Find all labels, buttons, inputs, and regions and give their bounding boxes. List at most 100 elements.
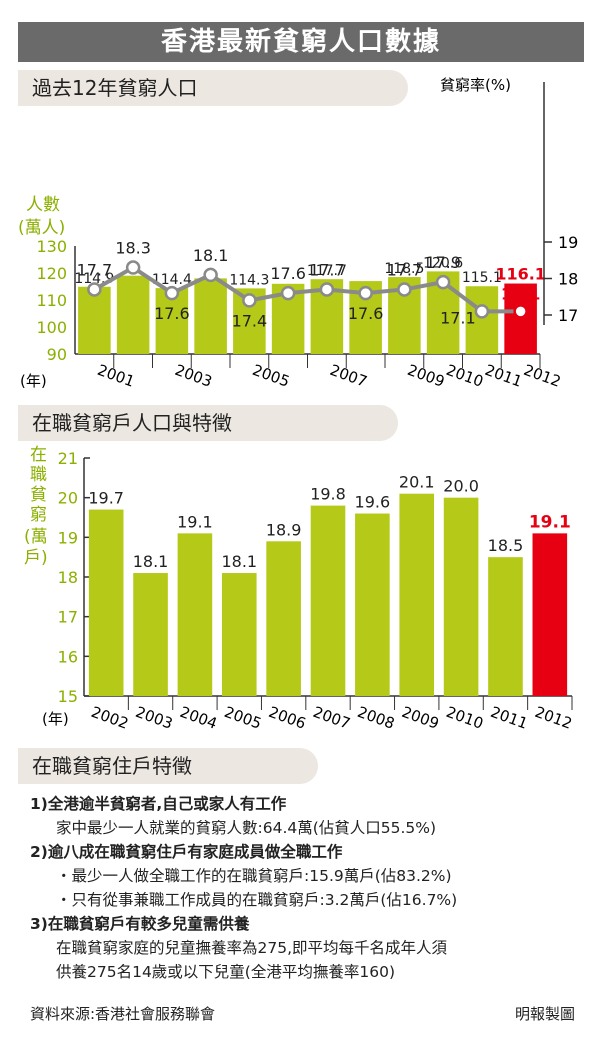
households-tick-label: 18 — [58, 568, 78, 587]
rate-data-label: 17.7 — [77, 260, 113, 279]
count-tick-label: 130 — [36, 237, 67, 256]
households-tick-label: 19 — [58, 528, 78, 547]
households-data-label: 19.7 — [88, 489, 124, 508]
year-tick-label: 2006 — [266, 703, 308, 733]
rate-data-label: 17.7 — [309, 260, 345, 279]
count-bar — [194, 278, 227, 354]
households-tick-label: 15 — [58, 687, 78, 706]
year-tick-label: 2010 — [444, 703, 486, 733]
count-bar — [504, 283, 537, 354]
rate-data-label: 17.6 — [154, 304, 190, 323]
households-data-label: 19.6 — [355, 493, 391, 512]
year-tick-label: 2011 — [488, 703, 530, 733]
note-2-bullet-2: ・只有從事兼職工作成員的在職貧窮戶:3.2萬戶(佔16.7%) — [56, 891, 458, 909]
rate-data-label: 17.9 — [425, 253, 461, 272]
rate-data-label: 17.4 — [232, 311, 268, 330]
households-bar — [133, 573, 168, 696]
households-bar — [399, 493, 435, 696]
ylabel-char-5: (萬 — [24, 527, 48, 547]
rate-axis: 17 18 19 — [543, 82, 578, 325]
year-unit-label: (年) — [20, 372, 47, 390]
year-tick-label: 2011 — [483, 361, 525, 391]
ylabel-char-1: 在 — [30, 445, 47, 465]
count-bar — [78, 286, 111, 354]
households-data-label: 18.1 — [221, 552, 257, 571]
credit-text: 明報製圖 — [514, 1005, 575, 1023]
rate-line: 17.718.317.618.117.417.6 17.717.617.7 17.9… — [77, 239, 541, 331]
rate-tick-label: 18 — [558, 270, 578, 289]
working-poor-chart: 在 職 貧 窮 (萬 戶) (年) 15 16 17 18 19 20 21 2002 2003… — [24, 445, 574, 733]
count-axis-label-1: 人數 — [26, 195, 60, 215]
households-bar — [221, 573, 257, 696]
note-1-title: 1)全港逾半貧窮者,自己或家人有工作 — [30, 795, 287, 813]
households-data-label: 19.1 — [529, 512, 571, 532]
year-tick-label: 2001 — [95, 361, 137, 391]
rate-point — [513, 304, 528, 319]
households-data-label: 18.9 — [266, 520, 302, 539]
section-heading-features: 在職貧窮住戶特徵 — [18, 748, 318, 784]
rate-series-line — [93, 265, 521, 314]
rate-tick-label: 19 — [558, 233, 578, 252]
note-2-bullet-1: ・最少一人做全職工作的在職貧窮戶:15.9萬戶(佔83.2%) — [56, 867, 452, 885]
households-tick-label: 17 — [58, 608, 78, 627]
year-tick-label: 2003 — [133, 703, 175, 733]
note-3-title: 3)在職貧窮戶有較多兒童需供養 — [30, 915, 250, 933]
households-bar — [488, 557, 523, 696]
year-tick-label: 2009 — [399, 703, 441, 733]
year-tick-label: 2007 — [311, 703, 353, 733]
source-text: 資料來源:香港社會服務聯會 — [30, 1005, 216, 1023]
households-data-label: 18.1 — [133, 552, 169, 571]
year-tick-label: 2009 — [405, 361, 447, 391]
households-data-label: 20.1 — [399, 473, 435, 492]
households-tick-label: 20 — [58, 489, 78, 508]
ylabel-char-6: 戶) — [24, 548, 48, 568]
rate-data-label: 17.6 — [270, 264, 306, 283]
rate-tick-label: 17 — [558, 306, 578, 325]
households-data-label: 20.0 — [443, 477, 479, 496]
count-data-label: 118.5 — [384, 261, 424, 277]
year-tick-label: 2012 — [521, 361, 563, 391]
households-bar — [532, 533, 568, 696]
rate-point — [164, 285, 180, 301]
year-tick-label: 2010 — [444, 361, 486, 391]
year-tick-label: 2004 — [178, 703, 220, 733]
households-bar — [310, 505, 346, 696]
rate-point — [87, 282, 102, 297]
year-tick-label: 2003 — [173, 361, 215, 391]
rate-point — [319, 282, 335, 297]
count-axis-label-2: (萬人) — [18, 218, 65, 238]
section-heading-working-poor: 在職貧窮戶人口與特徵 — [18, 405, 398, 441]
ylabel-char-3: 貧 — [30, 485, 47, 505]
households-bar — [88, 509, 124, 696]
ylabel-char-4: 窮 — [30, 505, 47, 525]
households-bar — [443, 497, 479, 696]
count-bar — [465, 286, 499, 354]
count-bar — [116, 275, 150, 354]
page-title: 香港最新貧窮人口數據 — [18, 22, 584, 62]
count-tick-label: 110 — [36, 291, 67, 310]
year-tick-label: 2005 — [222, 703, 264, 733]
rate-point — [397, 282, 412, 297]
households-bar — [355, 513, 390, 696]
footer: 資料來源:香港社會服務聯會 明報製圖 — [30, 1003, 575, 1024]
year-unit-label-2: (年) — [42, 710, 69, 728]
count-data-label: 115.1 — [462, 270, 502, 286]
note-1-text: 家中最少一人就業的貧窮人數:64.4萬(佔貧人口55.5%) — [56, 819, 437, 837]
rate-data-label: 18.1 — [193, 246, 229, 265]
count-tick-label: 100 — [36, 318, 67, 337]
features-notes: 1)全港逾半貧窮者,自己或家人有工作 家中最少一人就業的貧窮人數:64.4萬(佔… — [30, 792, 590, 984]
note-3-text-2: 供養275名14歲或以下兒童(全港平均撫養率160) — [56, 963, 395, 981]
rate-axis-label: 貧窮率(%) — [440, 76, 511, 94]
note-3-text-1: 在職貧窮家庭的兒童撫養率為275,即平均每千名成年人須 — [56, 939, 448, 957]
rate-data-label: 17.1 — [440, 308, 476, 327]
year-tick-label: 2008 — [355, 703, 397, 733]
households-bar — [266, 541, 301, 696]
households-tick-label: 21 — [58, 449, 78, 468]
households-data-label: 19.8 — [310, 485, 346, 504]
count-data-label: 114.3 — [229, 272, 269, 288]
poverty-chart: 貧窮率(%) 人數 (萬人) (年) 90 100 110 120 130 2001 200… — [18, 76, 578, 391]
note-2-title: 2)逾八成在職貧窮住戶有家庭成員做全職工作 — [30, 843, 343, 861]
count-tick-label: 120 — [36, 264, 67, 283]
rate-point — [125, 260, 141, 275]
rate-data-label: 17.1 — [501, 284, 540, 303]
